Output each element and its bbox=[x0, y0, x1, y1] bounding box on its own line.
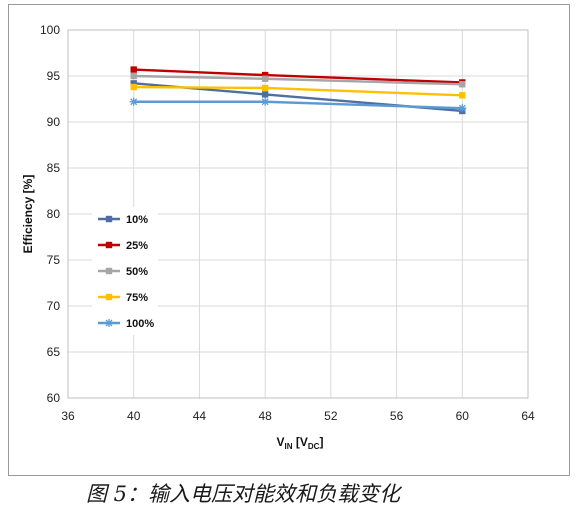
y-tick-label: 75 bbox=[47, 253, 61, 267]
data-point-100pct bbox=[261, 97, 270, 106]
x-axis-label: VIN [VDC] bbox=[277, 435, 324, 451]
data-point-75pct bbox=[261, 84, 269, 92]
x-tick-label: 64 bbox=[521, 409, 535, 423]
data-point-10pct bbox=[130, 80, 137, 87]
x-tick-label: 60 bbox=[456, 409, 470, 423]
data-point-75pct bbox=[459, 92, 466, 99]
y-tick-label: 80 bbox=[47, 207, 61, 221]
y-tick-label: 100 bbox=[40, 23, 60, 37]
legend-swatch-marker bbox=[105, 241, 113, 249]
x-tick-label: 36 bbox=[61, 409, 75, 423]
x-tick-label: 52 bbox=[324, 409, 338, 423]
data-point-10pct bbox=[261, 91, 269, 98]
data-point-100pct bbox=[129, 97, 138, 106]
y-tick-label: 70 bbox=[47, 299, 61, 313]
x-tick-label: 44 bbox=[193, 409, 207, 423]
data-point-50pct bbox=[130, 72, 137, 80]
data-point-75pct bbox=[130, 83, 137, 91]
y-tick-label: 85 bbox=[47, 161, 61, 175]
legend-swatch-marker bbox=[105, 319, 113, 327]
data-point-100pct bbox=[458, 104, 467, 113]
y-tick-label: 90 bbox=[47, 115, 61, 129]
legend-swatch-marker bbox=[105, 215, 113, 223]
legend-swatch-marker bbox=[105, 293, 113, 301]
figure-caption: 图 5：输入电压对能效和负载变化 bbox=[86, 482, 401, 506]
data-point-50pct bbox=[459, 81, 466, 88]
y-tick-label: 95 bbox=[47, 69, 61, 83]
data-point-25pct bbox=[130, 66, 137, 73]
x-tick-label: 48 bbox=[258, 409, 272, 423]
series-line-75pct bbox=[133, 85, 463, 97]
legend-label: 10% bbox=[126, 214, 148, 226]
y-tick-label: 65 bbox=[47, 345, 61, 359]
x-tick-label: 56 bbox=[390, 409, 404, 423]
y-tick-label: 60 bbox=[47, 391, 61, 405]
legend-swatch-marker bbox=[105, 267, 113, 275]
legend-label: 50% bbox=[126, 266, 148, 278]
data-point-50pct bbox=[261, 75, 269, 82]
legend-label: 75% bbox=[126, 292, 148, 304]
plot-area bbox=[67, 29, 529, 399]
x-tick-label: 40 bbox=[127, 409, 141, 423]
data-point-25pct bbox=[261, 71, 269, 79]
y-axis-label: Efficiency [%] bbox=[21, 175, 35, 254]
legend-label: 25% bbox=[126, 240, 148, 252]
legend-label: 100% bbox=[126, 318, 154, 330]
series-line-100pct bbox=[133, 100, 463, 110]
